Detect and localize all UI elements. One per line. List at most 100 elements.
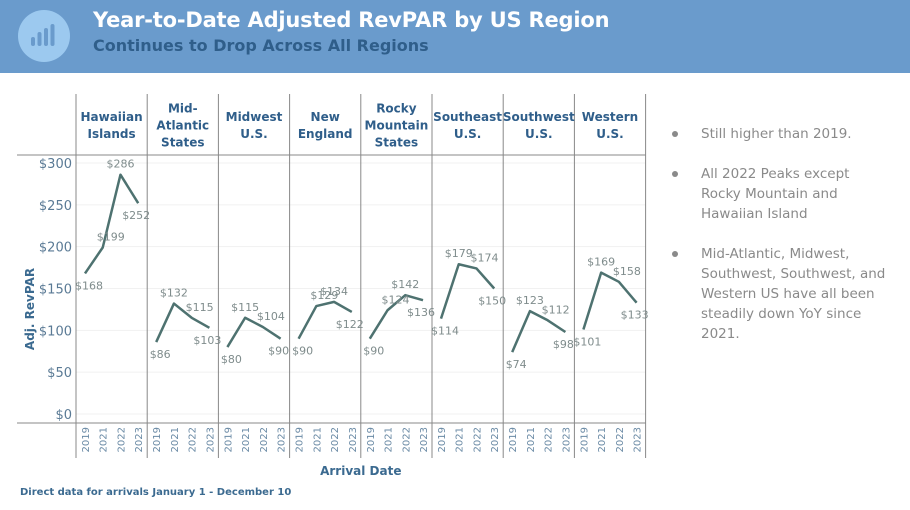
x-tick-label: 2022 [472, 427, 483, 452]
data-label: $115 [186, 301, 214, 314]
series-line [155, 302, 211, 343]
x-tick-label: 2023 [134, 427, 145, 452]
x-tick-label: 2019 [437, 427, 448, 452]
x-tick-label: 2022 [116, 427, 127, 452]
panel-header-label: Hawaiian [80, 110, 142, 124]
panel-header-label: Rocky [376, 102, 417, 116]
panel-header-label: U.S. [454, 127, 482, 141]
x-tick-label: 2021 [597, 427, 608, 452]
x-tick-label: 2022 [188, 427, 199, 452]
note-item: Mid-Atlantic, Midwest, Southwest, Southw… [672, 244, 892, 344]
revpar-small-multiples-chart: $0 $50 $100 $150 $200 $250 $300 Adj. RevPAR Arri… [17, 94, 649, 478]
panel-header-label: States [161, 136, 205, 150]
panel-header-label: Midwest [226, 110, 283, 124]
data-label: $98 [553, 338, 574, 351]
panel-header-label: U.S. [596, 127, 624, 141]
y-tick-label: $100 [39, 324, 72, 339]
x-tick-label: 2021 [312, 427, 323, 452]
data-label: $199 [97, 231, 125, 244]
x-tick-label: 2022 [330, 427, 341, 452]
x-tick-label: 2019 [81, 427, 92, 452]
data-label: $150 [478, 295, 506, 308]
data-label: $286 [106, 158, 134, 171]
panel-header-label: U.S. [525, 127, 553, 141]
x-tick-label: 2023 [348, 427, 359, 452]
x-tick-label: 2019 [223, 427, 234, 452]
data-label: $136 [407, 306, 435, 319]
data-label: $74 [506, 358, 527, 371]
data-label: $114 [431, 325, 459, 338]
panel-header-label: New [311, 110, 340, 124]
series-line [83, 173, 140, 275]
x-tick-label: 2023 [419, 427, 430, 452]
data-label: $112 [542, 303, 570, 316]
data-label: $80 [221, 353, 242, 366]
x-tick-label: 2021 [170, 427, 181, 452]
y-tick-label: $250 [39, 199, 72, 214]
x-tick-label: 2022 [259, 427, 270, 452]
x-tick-label: 2021 [241, 427, 252, 452]
data-label: $90 [363, 345, 384, 358]
data-label: $124 [382, 293, 410, 306]
data-label: $169 [587, 256, 615, 269]
series-line [582, 271, 638, 330]
data-label: $168 [75, 279, 103, 292]
note-text: Mid-Atlantic, Midwest, Southwest, Southw… [701, 246, 886, 342]
title-banner: Year-to-Date Adjusted RevPAR by US Regio… [0, 0, 910, 73]
x-tick-label: 2023 [277, 427, 288, 452]
footnote: Direct data for arrivals January 1 - Dec… [20, 487, 292, 498]
y-axis-title: Adj. RevPAR [23, 268, 37, 350]
x-tick-label: 2019 [579, 427, 590, 452]
data-label: $134 [320, 285, 348, 298]
data-label: $86 [150, 348, 171, 361]
x-tick-label: 2021 [384, 427, 395, 452]
panel-header-label: Mountain [365, 119, 429, 133]
data-label: $133 [621, 309, 649, 322]
data-label: $90 [292, 345, 313, 358]
y-tick-label: $200 [39, 241, 72, 256]
data-label: $90 [268, 345, 289, 358]
panel-header-label: England [298, 127, 353, 141]
notes-list: Still higher than 2019. All 2022 Peaks e… [672, 124, 892, 364]
x-tick-label: 2022 [544, 427, 555, 452]
panel-header-label: Islands [88, 127, 136, 141]
x-tick-label: 2022 [401, 427, 412, 452]
y-tick-label: $0 [55, 408, 72, 423]
x-tick-label: 2019 [366, 427, 377, 452]
data-label: $104 [257, 310, 285, 323]
x-tick-label: 2023 [205, 427, 216, 452]
series-line [297, 300, 353, 340]
y-tick-label: $150 [39, 283, 72, 298]
data-label: $101 [573, 335, 601, 348]
panel-header-label: States [375, 136, 419, 150]
series-line [226, 316, 282, 348]
data-label: $123 [516, 294, 544, 307]
x-tick-label: 2019 [295, 427, 306, 452]
panel-header-label: Southwest [503, 110, 575, 124]
page-title: Year-to-Date Adjusted RevPAR by US Regio… [93, 8, 610, 32]
x-tick-label: 2021 [526, 427, 537, 452]
panel-header-label: Atlantic [156, 119, 209, 133]
data-label: $122 [336, 318, 364, 331]
bar-chart-icon [18, 10, 70, 62]
panel-header-label: Western [582, 110, 638, 124]
x-tick-label: 2019 [152, 427, 163, 452]
panel-header-label: U.S. [240, 127, 268, 141]
data-label: $179 [445, 247, 473, 260]
data-label: $174 [470, 251, 498, 264]
panel-header-label: Southeast [433, 110, 502, 124]
x-tick-label: 2021 [99, 427, 110, 452]
y-tick-label: $50 [47, 366, 72, 381]
page-subtitle: Continues to Drop Across All Regions [93, 36, 429, 55]
data-label: $132 [160, 287, 188, 300]
data-label: $158 [613, 265, 641, 278]
series-line [439, 262, 496, 320]
series-line [511, 309, 567, 353]
x-axis-title: Arrival Date [320, 464, 401, 478]
note-item: Still higher than 2019. [672, 124, 892, 144]
panel-header-label: Mid- [168, 102, 198, 116]
x-tick-label: 2019 [508, 427, 519, 452]
data-label: $115 [231, 301, 259, 314]
bullet-icon [672, 131, 678, 137]
data-label: $103 [193, 334, 221, 347]
